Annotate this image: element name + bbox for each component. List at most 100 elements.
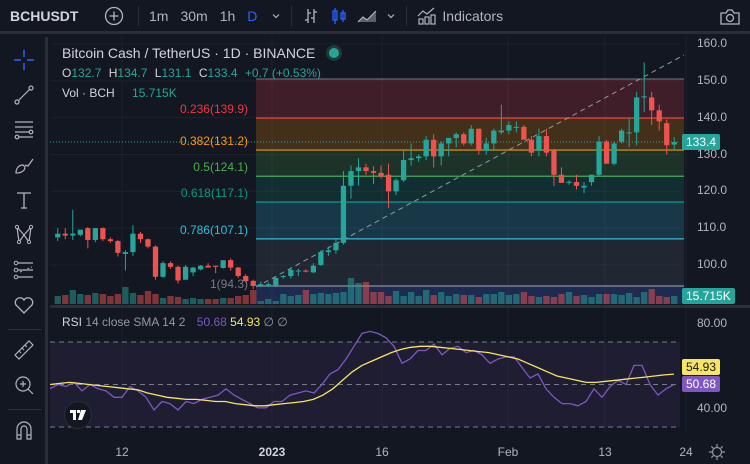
rsi-label: RSI	[62, 315, 83, 329]
divider	[291, 5, 293, 26]
chevron-down-icon	[272, 13, 280, 18]
fib-label-0: 0.236(139.9)	[179, 102, 248, 117]
price-chart-canvas[interactable]	[50, 37, 750, 464]
last-price-tag: 133.4	[682, 134, 721, 150]
volume-value: 15.715K	[132, 86, 177, 100]
rsi-value-tag: 50.68	[682, 376, 721, 392]
price-tick: 110.0	[697, 220, 727, 235]
tradingview-logo[interactable]	[64, 401, 92, 429]
divider	[406, 5, 408, 26]
magnet-tool[interactable]	[9, 415, 39, 445]
chart-title: Bitcoin Cash / TetherUS · 1D · BINANCE	[62, 45, 316, 61]
indicators-label: Indicators	[442, 7, 504, 24]
top-toolbar: BCHUSDT 1m 30m 1h D Indicators	[0, 0, 750, 34]
open-value: 132.7	[71, 66, 102, 80]
fib-label-2: 0.5(124.1)	[193, 160, 248, 175]
bars-style-button[interactable]	[300, 4, 322, 28]
crosshair-tool[interactable]	[9, 45, 39, 75]
rsi-params: 14 close SMA 14 2	[85, 315, 186, 329]
low-value: 131.1	[161, 66, 192, 80]
interval-1m[interactable]: 1m	[149, 7, 169, 24]
interval-dropdown[interactable]	[271, 11, 281, 21]
price-tick: 130.0	[697, 146, 728, 161]
brush-icon	[15, 158, 34, 174]
interval-30m[interactable]: 30m	[180, 7, 208, 24]
price-tick: 160.0	[697, 36, 728, 50]
toolbar-divider	[8, 329, 42, 330]
rsi-na-values: ∅ ∅	[263, 315, 288, 329]
ruler-icon	[14, 340, 34, 360]
interval-1h[interactable]: 1h	[219, 7, 236, 24]
compare-symbol-button[interactable]	[102, 4, 126, 28]
chevron-down-icon	[387, 13, 395, 18]
chart-legend: Bitcoin Cash / TetherUS · 1D · BINANCE	[62, 45, 340, 61]
gear-icon	[709, 444, 725, 460]
text-icon	[17, 192, 31, 209]
time-tick: 12	[115, 445, 129, 459]
zoom-in-tool[interactable]	[9, 370, 39, 400]
camera-icon	[720, 9, 740, 25]
bars-icon	[305, 8, 318, 23]
text-tool[interactable]	[9, 185, 39, 215]
forecast-icon	[13, 260, 33, 280]
brush-tool[interactable]	[9, 150, 39, 180]
candles-icon	[332, 7, 347, 24]
prediction-tool[interactable]	[9, 255, 39, 285]
divider	[138, 5, 139, 26]
candles-style-button[interactable]	[328, 4, 350, 28]
chart-area[interactable]: Bitcoin Cash / TetherUS · 1D · BINANCE O…	[50, 36, 750, 464]
screenshot-button[interactable]	[718, 6, 742, 28]
heart-icon	[14, 297, 34, 314]
low-label: L	[154, 66, 162, 80]
area-style-button[interactable]	[356, 4, 378, 28]
ohlc-values: O132.7 H134.7 L131.1 C133.4 +0.7 (+0.53%…	[62, 66, 321, 80]
symbol-search[interactable]: BCHUSDT	[10, 7, 79, 24]
interval-d[interactable]: D	[247, 7, 258, 24]
toolbar-divider	[8, 409, 42, 410]
pattern-tool[interactable]	[9, 220, 39, 250]
chart-type-dropdown[interactable]	[386, 11, 396, 21]
fib-label-4: 0.786(107.1)	[179, 222, 248, 237]
volume-label: Vol · BCH	[62, 86, 115, 100]
xabcd-pattern-icon	[14, 224, 34, 245]
area-chart-icon	[357, 10, 377, 22]
market-status-icon	[329, 48, 340, 58]
fib-retracement-tool[interactable]	[9, 115, 39, 145]
rsi-legend: RSI 14 close SMA 14 2 50.68 54.93 ∅ ∅	[62, 315, 288, 329]
time-tick: 13	[598, 445, 612, 459]
price-tick: 120.0	[697, 183, 728, 198]
time-tick: Feb	[497, 445, 519, 459]
plus-circle-icon	[104, 6, 124, 25]
chart-settings-button[interactable]	[708, 443, 726, 461]
price-tick: 140.0	[697, 109, 728, 124]
time-tick: 2023	[258, 445, 286, 459]
indicators-button[interactable]: Indicators	[417, 7, 503, 25]
zoom-in-icon	[15, 376, 34, 395]
rsi-tick-80: 80.00	[697, 316, 728, 330]
magnet-icon	[16, 421, 32, 440]
high-label: H	[108, 66, 118, 80]
price-tick: 150.0	[697, 72, 728, 87]
open-label: O	[62, 66, 72, 80]
fib-label-3: 0.618(117.1)	[180, 186, 248, 200]
rsi-sma-tag: 54.93	[682, 359, 721, 375]
rsi-value: 50.68	[196, 315, 227, 329]
volume-legend: Vol · BCH 15.715K	[62, 86, 177, 100]
time-tick: 16	[375, 445, 389, 459]
tv-logo-icon	[70, 410, 86, 420]
time-tick: 24	[679, 445, 693, 459]
icon-shapes-tool[interactable]	[9, 290, 39, 320]
indicators-icon	[417, 7, 436, 25]
crosshair-icon	[14, 50, 34, 70]
rsi-tick-40: 40.00	[697, 401, 728, 415]
change-value: +0.7 (+0.53%)	[244, 66, 321, 80]
price-tick: 100.0	[697, 257, 728, 271]
measure-tool[interactable]	[9, 335, 39, 365]
trend-line-tool[interactable]	[9, 80, 39, 110]
close-label: C	[198, 66, 208, 80]
rsi-sma-value: 54.93	[230, 315, 261, 329]
trend-line-icon	[14, 85, 34, 105]
fib-lines-icon	[14, 121, 34, 140]
close-value: 133.4	[207, 66, 238, 80]
fib-label-1: 0.382(131.2)	[179, 134, 248, 149]
